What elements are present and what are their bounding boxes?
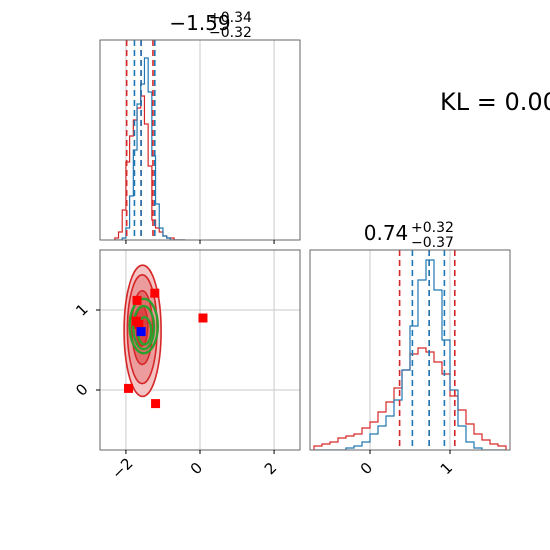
joint-green-contour	[132, 304, 156, 351]
joint-content	[123, 264, 208, 409]
joint-red-marker	[198, 313, 208, 323]
hist-param-2-content	[313, 250, 507, 450]
hist-param-2-blue-histogram	[314, 259, 506, 450]
hist-param-2-tick-label: 1	[437, 459, 456, 478]
hist-param-1-panel: −1.59 +0.34 −0.32	[99, 10, 301, 244]
hist-param-2-title-minus: −0.37	[411, 235, 454, 251]
joint-y-tick-label: 0	[72, 380, 91, 399]
hist-param-1-title-minus: −0.32	[209, 25, 252, 41]
hist-param-1-ticks	[125, 240, 275, 244]
joint-green-contour	[128, 297, 159, 355]
hist-param-1-title-plus: +0.34	[209, 10, 252, 26]
joint-panel: −2 0 2 0 1	[72, 249, 301, 483]
hist-param-1-title: −1.59	[169, 11, 230, 35]
joint-red-marker	[150, 288, 160, 298]
hist-param-2-tick-label: 0	[357, 459, 376, 478]
joint-y-tick-label: 1	[72, 300, 91, 319]
kl-annotation: KL = 0.00	[440, 88, 550, 116]
hist-param-1-red-histogram	[114, 95, 186, 240]
joint-red-marker	[134, 319, 144, 329]
joint-blue-marker	[136, 327, 146, 337]
hist-param-1-content	[114, 40, 186, 240]
joint-red-marker	[151, 399, 161, 409]
joint-ticks: −2 0 2 0 1	[72, 300, 280, 482]
hist-param-2-frame	[309, 249, 511, 451]
joint-red-marker	[132, 295, 142, 305]
joint-x-tick-label: 2	[261, 459, 280, 478]
joint-x-tick-label: 0	[187, 459, 206, 478]
joint-x-tick-label: −2	[108, 454, 136, 482]
joint-red-marker	[124, 383, 134, 393]
hist-param-1-blue-histogram	[114, 57, 186, 240]
hist-param-2-title: 0.74	[364, 221, 409, 245]
hist-param-2-title-plus: +0.32	[411, 220, 454, 236]
